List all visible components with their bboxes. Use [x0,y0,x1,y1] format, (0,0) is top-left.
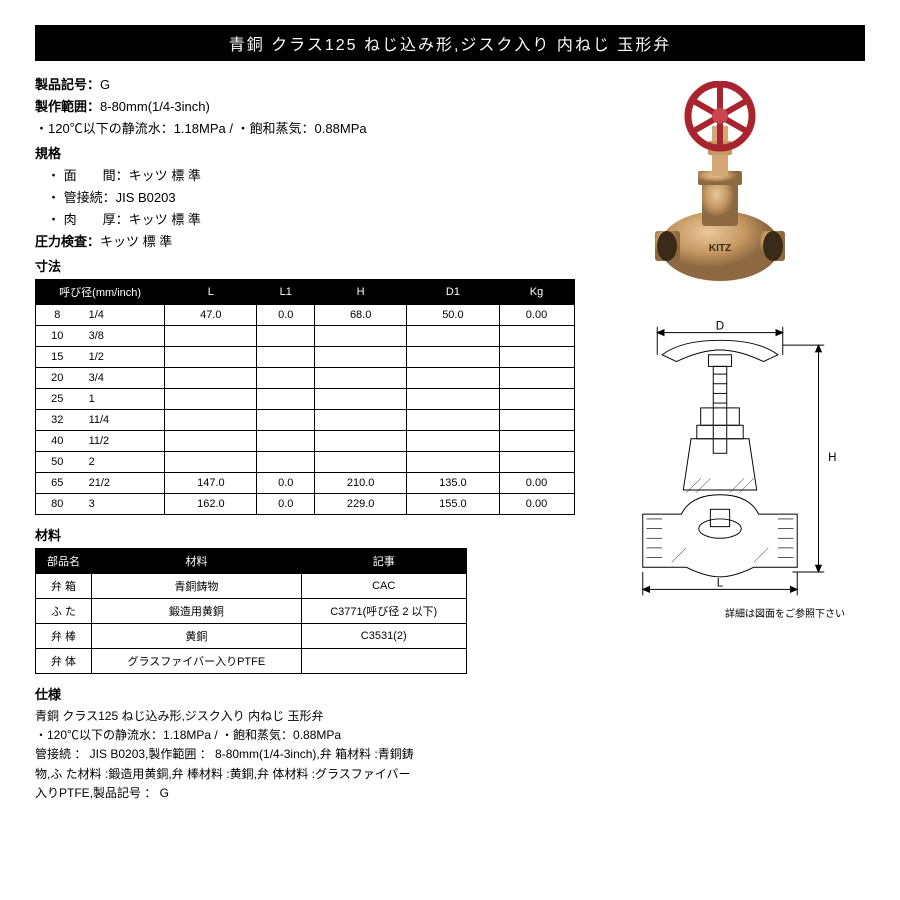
standard-item: ・ 面 間：キッツ 標 準 [47,165,575,184]
product-code-label: 製品記号： [35,77,100,92]
table-row: 弁 箱青銅鋳物CAC [36,574,467,599]
valve-diagram: D H L [600,321,840,601]
product-code: G [100,77,110,92]
table-row: 4011/2 [36,431,575,452]
diagram-note: 詳細は図面をご参照下さい [575,605,866,620]
dimensions-label: 寸法 [35,256,575,275]
brand-label: KITZ [709,243,731,254]
pressure-value: キッツ 標 準 [100,234,172,249]
table-row: 151/2 [36,347,575,368]
standard-item: ・ 管接続：JIS B0203 [47,187,575,206]
table-row: ふ た鍛造用黄銅C3771(呼び径 2 以下) [36,599,467,624]
table-row: 203/4 [36,368,575,389]
materials-label: 材料 [35,525,575,544]
table-row: 502 [36,452,575,473]
table-row: 弁 棒黄銅C3531(2) [36,624,467,649]
pressure-label: 圧力検査： [35,234,100,249]
svg-text:D: D [716,321,724,333]
table-row: 251 [36,389,575,410]
valve-photo: KITZ [630,81,810,291]
pressure-line: 圧力検査：キッツ 標 準 [35,231,575,250]
svg-text:L: L [717,578,724,590]
table-row: 3211/4 [36,410,575,431]
table-row: 803162.00.0229.0155.00.00 [36,494,575,515]
table-row: 6521/2147.00.0210.0135.00.00 [36,473,575,494]
spec-label: 仕様 [35,684,575,703]
table-row: 弁 体グラスファイバー入りPTFE [36,649,467,674]
svg-text:H: H [828,452,836,464]
temp-line: ・120℃以下の静流水：1.18MPa / ・飽和蒸気：0.88MPa [35,118,575,137]
standards-label: 規格 [35,143,575,162]
standard-item: ・ 肉 厚：キッツ 標 準 [47,209,575,228]
spec-text: 青銅 クラス125 ねじ込み形,ジスク入り 内ねじ 玉形弁・120℃以下の静流水… [35,707,575,803]
range-line: 製作範囲：8-80mm(1/4-3inch) [35,96,575,115]
range-label: 製作範囲： [35,99,100,114]
table-row: 81/447.00.068.050.00.00 [36,305,575,326]
dimensions-table: 呼び径(mm/inch)LL1HD1Kg81/447.00.068.050.00… [35,279,575,515]
title-bar: 青銅 クラス125 ねじ込み形,ジスク入り 内ねじ 玉形弁 [35,25,865,61]
range-value: 8-80mm(1/4-3inch) [100,99,210,114]
materials-table: 部品名材料記事弁 箱青銅鋳物CACふ た鍛造用黄銅C3771(呼び径 2 以下)… [35,548,467,674]
table-row: 103/8 [36,326,575,347]
product-code-line: 製品記号：G [35,74,575,93]
